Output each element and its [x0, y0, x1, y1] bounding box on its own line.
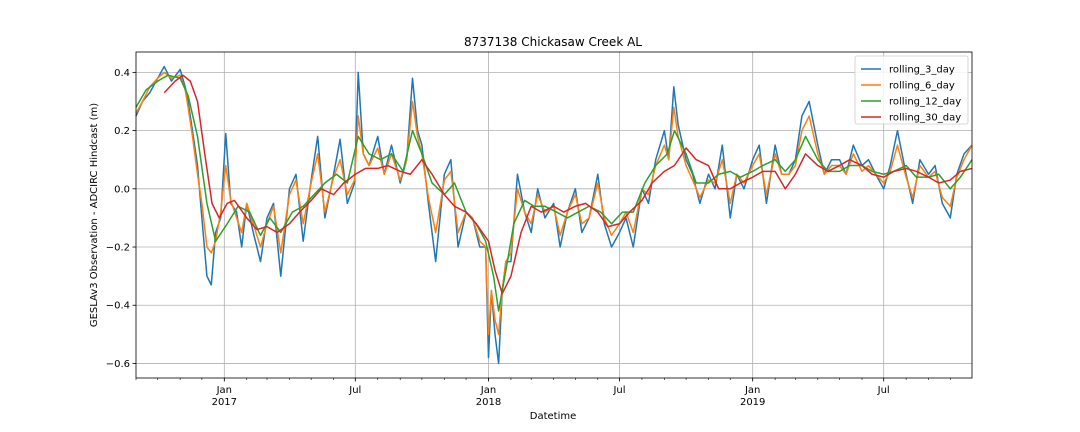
- legend-entry: rolling_3_day: [889, 65, 955, 76]
- legend-entry: rolling_30_day: [889, 113, 961, 124]
- y-axis: 0.4 0.2 0.0 −0.2 −0.4 −0.6: [106, 68, 136, 370]
- legend-box: [854, 55, 969, 125]
- x-tick-label: Jul: [877, 385, 890, 396]
- series-line-rolling-30-day: [163, 74, 973, 295]
- y-tick-label: −0.4: [106, 301, 130, 312]
- series-line-rolling-6-day: [135, 71, 973, 336]
- x-axis-label: Datetime: [530, 411, 577, 422]
- x-tick-label: Jan: [480, 385, 496, 396]
- x-tick-label: Jan: [216, 385, 232, 396]
- series-line-rolling-12-day: [135, 74, 973, 312]
- y-tick-label: 0.4: [114, 68, 130, 79]
- y-tick-label: 0.0: [114, 184, 130, 195]
- x-tick-year-label: 2018: [476, 397, 501, 408]
- plot-frame: [135, 51, 973, 379]
- x-tick-year-label: 2017: [212, 397, 237, 408]
- plot-area: [136, 52, 972, 378]
- y-axis-label: GESLAv3 Observation - ADCIRC Hindcast (m…: [89, 103, 100, 327]
- series-lines: [135, 65, 973, 365]
- y-tick-label: −0.6: [106, 359, 130, 370]
- x-tick-label: Jul: [348, 385, 361, 396]
- x-tick-label: Jul: [612, 385, 625, 396]
- x-tick-label: Jan: [744, 385, 760, 396]
- chart-title: 8737138 Chickasaw Creek AL: [464, 35, 642, 49]
- y-tick-label: 0.2: [114, 126, 130, 137]
- legend-entry: rolling_12_day: [889, 97, 961, 108]
- legend-entry: rolling_6_day: [889, 81, 955, 92]
- legend: rolling_3_day rolling_6_day rolling_12_day…: [854, 55, 969, 125]
- y-tick-label: −0.2: [106, 243, 130, 254]
- x-tick-year-label: 2019: [740, 397, 765, 408]
- series-line-rolling-3-day: [135, 65, 973, 365]
